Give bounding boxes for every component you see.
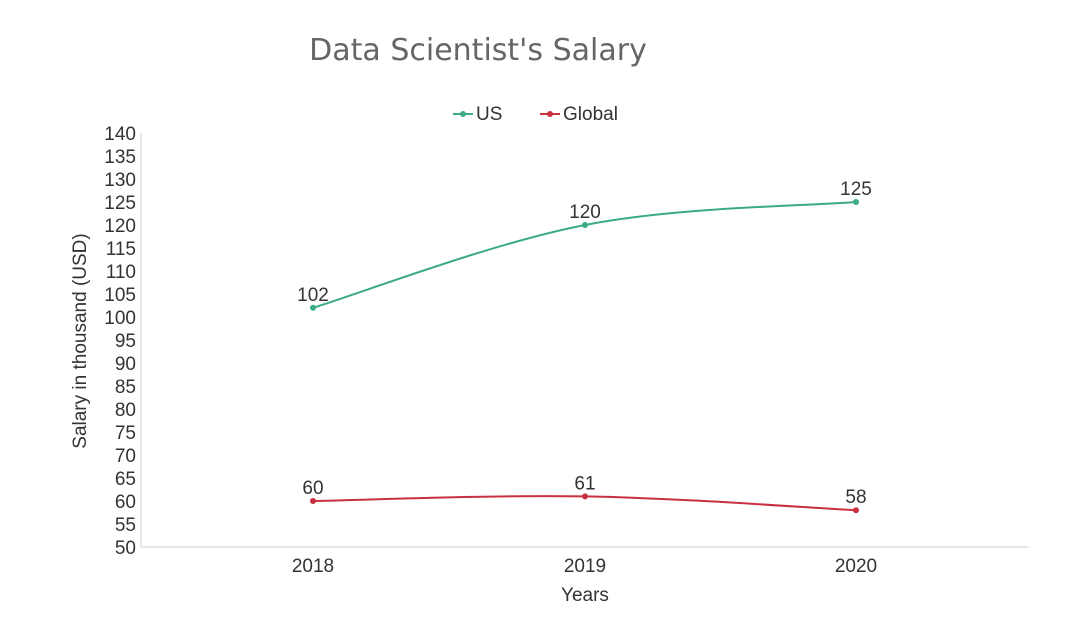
data-label-global: 60: [302, 478, 323, 499]
data-label-global: 58: [845, 487, 866, 508]
y-tick-label: 95: [115, 331, 136, 352]
x-tick-label: 2020: [835, 556, 877, 577]
data-label-global: 61: [574, 473, 595, 494]
data-label-us: 120: [569, 202, 601, 223]
y-axis-label: Salary in thousand (USD): [70, 233, 91, 448]
x-tick-label: 2018: [292, 556, 334, 577]
data-point-global: [582, 493, 588, 500]
y-tick-label: 60: [115, 492, 136, 513]
y-tick-label: 120: [104, 216, 136, 237]
legend-marker-global: [547, 111, 553, 117]
y-tick-label: 55: [115, 515, 136, 536]
data-point-us: [582, 222, 588, 228]
y-tick-label: 80: [115, 400, 136, 421]
y-tick-label: 130: [104, 170, 136, 191]
legend-label-global: Global: [563, 104, 618, 125]
data-point-us: [310, 304, 316, 311]
y-tick-label: 65: [115, 469, 136, 490]
x-axis-label: Years: [561, 585, 609, 606]
data-point-us: [853, 199, 859, 205]
y-tick-label: 90: [115, 354, 136, 375]
data-label-us: 102: [297, 285, 329, 306]
y-tick-label: 135: [104, 147, 136, 168]
legend-marker-us: [460, 111, 466, 117]
y-tick-label: 110: [106, 262, 136, 283]
x-tick-label: 2019: [564, 556, 606, 577]
y-tick-label: 115: [106, 239, 136, 260]
data-label-us: 125: [840, 179, 872, 200]
y-tick-label: 100: [104, 308, 136, 329]
plot-area: 5055606570758085909510010511011512012513…: [104, 124, 1028, 577]
y-tick-label: 140: [104, 124, 136, 145]
y-tick-label: 75: [115, 423, 136, 444]
y-tick-label: 105: [104, 285, 136, 306]
y-tick-label: 70: [115, 446, 136, 467]
y-tick-label: 85: [115, 377, 136, 398]
y-tick-label: 125: [104, 193, 136, 214]
legend: US Global: [453, 104, 618, 125]
chart-title: Data Scientist's Salary: [309, 33, 647, 68]
legend-label-us: US: [476, 104, 502, 125]
y-tick-label: 50: [115, 538, 136, 559]
data-point-global: [853, 507, 859, 514]
data-point-global: [310, 498, 316, 504]
